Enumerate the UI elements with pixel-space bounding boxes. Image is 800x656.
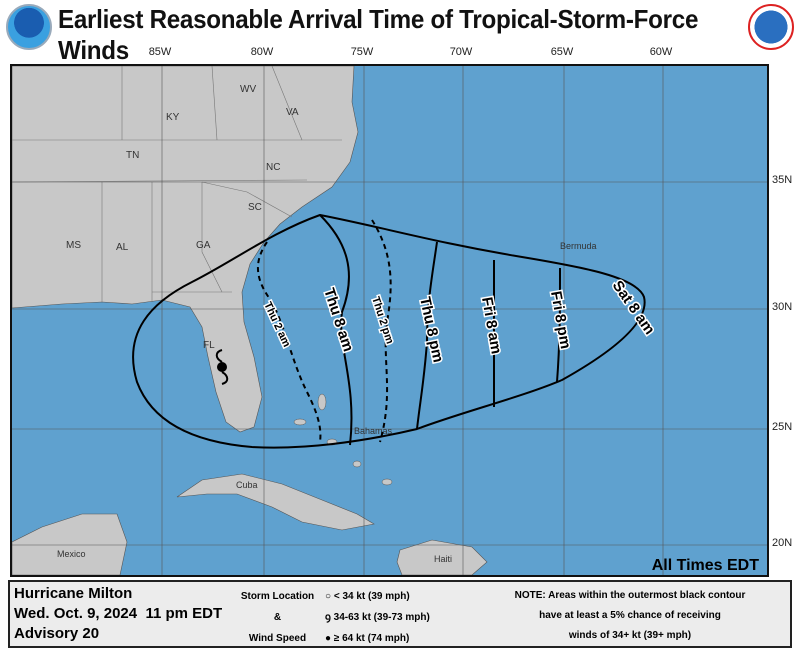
place-labels: WV VA KY TN NC SC MS AL GA FL Bermuda Ba… <box>57 84 597 564</box>
cuba <box>176 473 375 531</box>
hurricane-icon: ● <box>325 633 332 644</box>
contour-thu-8pm <box>416 241 438 430</box>
noaa-logo <box>6 4 52 50</box>
label-nc: NC <box>266 162 280 173</box>
lat-label: 20N <box>772 537 793 549</box>
contour-thu-8am <box>319 214 353 446</box>
lon-label: 80W <box>250 46 274 58</box>
label-bahamas: Bahamas <box>354 426 393 436</box>
advisory-datetime: Wed. Oct. 9, 2024 11 pm EDT <box>14 605 223 622</box>
note-line: have at least a 5% chance of receiving <box>539 610 721 621</box>
lon-label: 85W <box>148 46 172 58</box>
legend-label-amp: & <box>273 612 282 623</box>
label-va: VA <box>286 107 299 118</box>
us-land <box>12 66 359 433</box>
map: WV VA KY TN NC SC MS AL GA FL Bermuda Ba… <box>10 64 769 577</box>
legend-item-weak: < 34 kt (39 mph) <box>333 591 410 602</box>
note-line: NOTE: Areas within the outermost black c… <box>514 590 746 601</box>
label-fl: FL <box>203 340 215 351</box>
bahamas-islands <box>293 393 393 486</box>
label-tn: TN <box>126 150 139 161</box>
label-ky: KY <box>166 112 180 123</box>
legend-item-ts: 34-63 kt (39-73 mph) <box>333 612 430 623</box>
note-line: winds of 34+ kt (39+ mph) <box>568 630 692 641</box>
contour-fri-8pm <box>556 267 561 383</box>
state-borders <box>12 66 342 302</box>
label-wv: WV <box>240 84 256 95</box>
label-mexico: Mexico <box>57 549 86 559</box>
label-ms: MS <box>66 240 81 251</box>
lon-label: 60W <box>649 46 673 58</box>
label-sc: SC <box>248 202 262 213</box>
circle-icon: ○ <box>325 591 332 602</box>
lon-label: 65W <box>550 46 574 58</box>
legend-label-wind: Wind Speed <box>248 633 307 644</box>
advisory-number: Advisory 20 <box>14 625 100 642</box>
nws-logo <box>748 4 794 50</box>
legend-label-location: Storm Location <box>240 591 315 602</box>
legend-item-hurricane: ≥ 64 kt (74 mph) <box>333 633 410 644</box>
lat-label: 35N <box>772 174 793 186</box>
label-cuba: Cuba <box>236 480 258 490</box>
storm-name: Hurricane Milton <box>14 585 133 602</box>
label-haiti: Haiti <box>434 554 452 564</box>
times-note: All Times EDT <box>652 557 760 574</box>
label-ga: GA <box>196 240 211 251</box>
lat-label: 25N <box>772 421 793 433</box>
contour-thu-2am <box>256 241 322 443</box>
hispaniola <box>396 539 488 575</box>
label-bermuda: Bermuda <box>560 241 597 251</box>
label-al: AL <box>116 242 129 253</box>
page-title: Earliest Reasonable Arrival Time of Trop… <box>58 4 699 65</box>
tropical-storm-icon: ꝯ <box>325 612 331 623</box>
lon-label: 70W <box>449 46 473 58</box>
contours <box>132 213 646 449</box>
mexico <box>12 513 128 575</box>
hurricane-icon <box>215 349 229 385</box>
lat-label: 30N <box>772 301 793 313</box>
lon-label: 75W <box>350 46 374 58</box>
legend-panel: Hurricane Milton Wed. Oct. 9, 2024 11 pm… <box>8 580 792 648</box>
